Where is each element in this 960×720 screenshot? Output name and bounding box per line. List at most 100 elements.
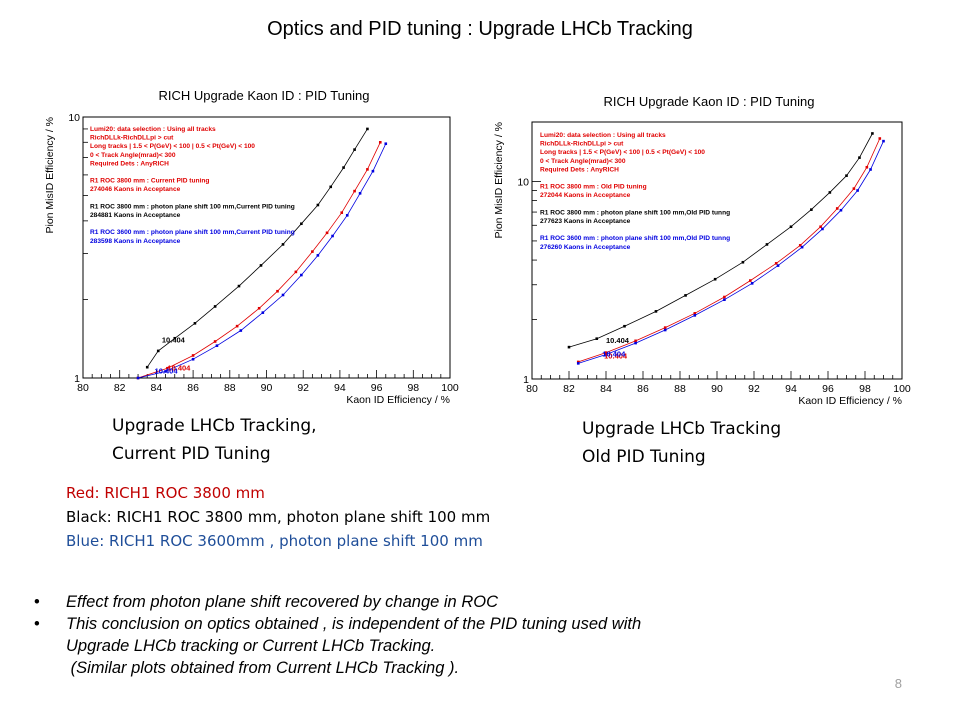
data-point bbox=[294, 270, 298, 274]
chart-svg-right: RICH Upgrade Kaon ID : PID Tuning 80 82 84 8… bbox=[493, 94, 911, 407]
x-tick-label: 92 bbox=[297, 382, 309, 394]
data-point bbox=[213, 340, 217, 343]
point-annotation: 10.404 bbox=[162, 335, 186, 344]
data-point bbox=[604, 353, 608, 356]
data-point bbox=[713, 277, 717, 281]
data-point bbox=[765, 243, 769, 246]
color-key-blue: Blue: RICH1 ROC 3600mm , photon plane sh… bbox=[66, 532, 483, 550]
y-tick-label: 1 bbox=[523, 374, 529, 386]
legend-entry: Required Dets : AnyRICH bbox=[90, 160, 169, 167]
data-point bbox=[164, 370, 167, 373]
data-point bbox=[634, 341, 637, 345]
y-tick-label: 1 bbox=[74, 373, 80, 385]
caption-right-line-2: Old PID Tuning bbox=[582, 447, 706, 467]
data-point bbox=[800, 245, 804, 249]
x-tick-label: 88 bbox=[224, 382, 236, 394]
data-point bbox=[835, 207, 839, 210]
data-point bbox=[239, 329, 243, 332]
data-point bbox=[342, 166, 345, 169]
data-point bbox=[215, 344, 219, 347]
legend-entry: 276260 Kaons in Acceptance bbox=[540, 244, 631, 251]
caption-left-line-2: Current PID Tuning bbox=[112, 444, 271, 464]
x-tick-label: 80 bbox=[77, 382, 89, 394]
y-axis-label: Pion MisID Efficiency / % bbox=[493, 122, 505, 239]
series-line bbox=[146, 128, 368, 368]
caption-left: Upgrade LHCb Tracking, Current PID Tunin… bbox=[112, 412, 317, 468]
data-point bbox=[750, 282, 754, 285]
legend-entry: R1 ROC 3600 mm : photon plane shift 100 … bbox=[540, 235, 730, 242]
data-point bbox=[828, 191, 832, 194]
y-tick-label: 10 bbox=[517, 176, 529, 188]
x-tick-label: 98 bbox=[859, 383, 871, 395]
legend-entry: 0 < Track Angle(mrad)< 300 bbox=[90, 152, 176, 159]
legend-entry: 277623 Kaons in Acceptance bbox=[540, 218, 631, 225]
bullet-item: • This conclusion on optics obtained , i… bbox=[34, 613, 934, 679]
data-point bbox=[858, 156, 861, 159]
legend-entry: 0 < Track Angle(mrad)< 300 bbox=[540, 158, 626, 165]
data-point bbox=[798, 244, 802, 247]
data-point bbox=[663, 326, 667, 329]
chart-current-pid-tuning: RICH Upgrade Kaon ID : PID Tuning 80 82 84 8… bbox=[34, 80, 462, 410]
point-annotation: 10.404 bbox=[604, 351, 628, 360]
data-point bbox=[723, 295, 726, 299]
data-point bbox=[623, 324, 626, 328]
legend-entry: R1 ROC 3800 mm : photon plane shift 100 … bbox=[540, 209, 730, 216]
series-line bbox=[568, 133, 873, 348]
bullet-text-continued: (Similar plots obtained from Current LHC… bbox=[66, 659, 460, 677]
y-axis-label: Pion MisID Efficiency / % bbox=[44, 117, 56, 234]
data-point bbox=[311, 250, 314, 253]
data-point bbox=[213, 305, 217, 308]
x-tick-label: 88 bbox=[674, 383, 686, 395]
point-annotation: 10.404 bbox=[167, 363, 191, 372]
series-line bbox=[578, 140, 884, 364]
legend-entry: R1 ROC 3800 mm : Current PID tuning bbox=[90, 178, 209, 185]
data-point bbox=[384, 142, 388, 146]
data-point bbox=[789, 225, 793, 229]
data-point bbox=[810, 208, 813, 211]
series-line bbox=[578, 138, 881, 363]
data-point bbox=[237, 284, 241, 288]
data-point bbox=[259, 264, 263, 267]
data-point bbox=[257, 306, 261, 310]
legend-entry: R1 ROC 3800 mm : Old PID tuning bbox=[540, 184, 647, 191]
legend-entry: Lumi20: data selection : Using all track… bbox=[540, 132, 666, 139]
data-point bbox=[856, 189, 859, 192]
bullet-text-continued: Upgrade LHCb tracking or Current LHCb Tr… bbox=[66, 637, 436, 655]
series-line bbox=[137, 143, 387, 379]
point-annotation: 10.404 bbox=[155, 367, 179, 376]
data-point bbox=[576, 360, 580, 364]
legend-entry: Long tracks | 1.5 < P(GeV) < 100 | 0.5 <… bbox=[540, 149, 705, 156]
x-tick-label: 82 bbox=[114, 382, 126, 394]
data-point bbox=[576, 362, 580, 365]
caption-right-line-1: Upgrade LHCb Tracking bbox=[582, 419, 782, 439]
x-tick-label: 94 bbox=[785, 383, 797, 395]
data-point bbox=[276, 289, 279, 293]
data-point bbox=[663, 328, 667, 332]
data-point bbox=[353, 189, 356, 193]
x-tick-label: 94 bbox=[334, 382, 346, 394]
data-point bbox=[654, 310, 658, 313]
x-tick-label: 84 bbox=[151, 382, 163, 394]
data-point bbox=[723, 298, 726, 302]
legend-entry: Required Dets : AnyRICH bbox=[540, 166, 619, 173]
bullet-dot-icon: • bbox=[34, 593, 40, 611]
chart-title: RICH Upgrade Kaon ID : PID Tuning bbox=[159, 88, 370, 103]
data-point bbox=[340, 211, 344, 214]
bullet-item: • Effect from photon plane shift recover… bbox=[34, 591, 934, 613]
x-tick-label: 98 bbox=[407, 382, 419, 394]
data-point bbox=[331, 234, 334, 238]
data-point bbox=[261, 311, 265, 314]
data-point bbox=[191, 354, 195, 357]
data-point bbox=[345, 214, 349, 217]
bullet-text: This conclusion on optics obtained , is … bbox=[66, 615, 642, 633]
legend-entry: 284881 Kaons in Acceptance bbox=[90, 212, 181, 219]
x-tick-label: 92 bbox=[748, 383, 760, 395]
data-point bbox=[281, 243, 285, 246]
bullet-dot-icon: • bbox=[34, 615, 40, 633]
data-point bbox=[325, 231, 329, 235]
legend-entry: RichDLLk-RichDLLpi > cut bbox=[90, 135, 174, 142]
x-axis-label: Kaon ID Efficiency / % bbox=[798, 395, 902, 407]
data-point bbox=[869, 168, 872, 171]
data-point bbox=[567, 345, 571, 349]
point-annotation: 10.404 bbox=[606, 336, 630, 345]
